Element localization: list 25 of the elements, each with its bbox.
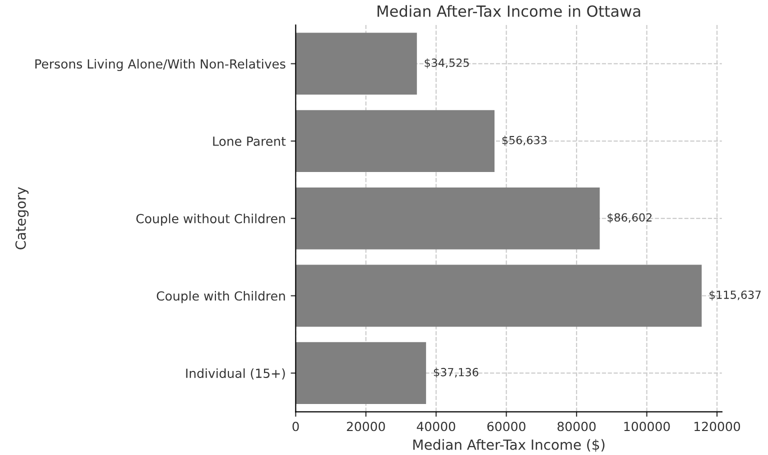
chart-title: Median After-Tax Income in Ottawa bbox=[378, 5, 640, 17]
bar bbox=[296, 110, 495, 172]
y-axis-title: Category bbox=[15, 187, 29, 250]
y-tick-label: Lone Parent bbox=[213, 136, 286, 146]
data-label: $115,637 bbox=[710, 290, 761, 300]
x-tick-label: 120000 bbox=[694, 422, 740, 432]
data-label: $37,136 bbox=[434, 368, 478, 378]
y-tick-label: Couple without Children bbox=[136, 214, 285, 226]
data-label: $86,602 bbox=[608, 213, 652, 224]
x-tick-label: 20000 bbox=[346, 422, 385, 432]
x-tick-label: 40000 bbox=[416, 422, 456, 432]
x-tick-label: 100000 bbox=[624, 422, 670, 432]
x-axis-title: Median After-Tax Income ($) bbox=[413, 439, 604, 452]
bar bbox=[296, 187, 600, 250]
bar bbox=[296, 32, 417, 95]
y-tick-label: Couple with Children bbox=[156, 291, 285, 304]
data-label: $34,525 bbox=[424, 58, 469, 68]
x-tick-label: 60000 bbox=[487, 422, 526, 432]
bar bbox=[296, 264, 702, 327]
y-tick-label: Individual (15+) bbox=[186, 368, 285, 380]
bar bbox=[296, 342, 426, 404]
data-label: $56,633 bbox=[502, 136, 547, 146]
x-tick-label: 0 bbox=[292, 422, 299, 432]
y-tick-label: Persons Living Alone/With Non-Relatives bbox=[35, 58, 286, 72]
x-tick-label: 80000 bbox=[558, 422, 596, 432]
